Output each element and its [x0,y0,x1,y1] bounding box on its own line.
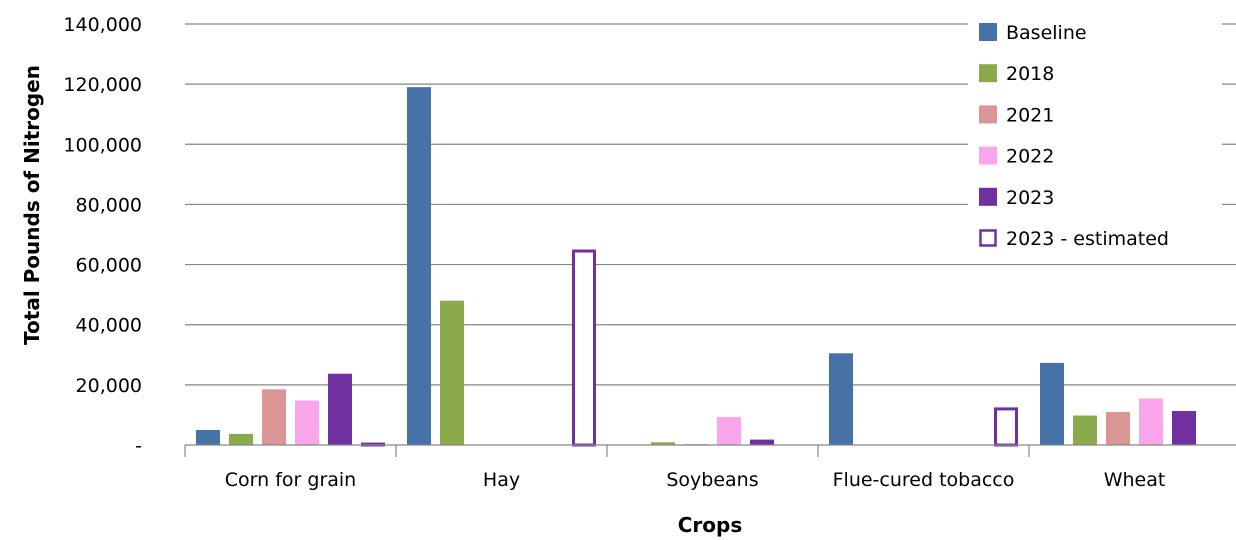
legend-label-2021: 2021 [1006,104,1054,126]
y-tick-label-1: 20,000 [76,375,142,397]
legend-swatch-baseline [979,23,997,41]
axes [184,444,1236,457]
bars [196,87,1196,447]
bar-2023-corn-for-grain [328,373,352,445]
legend-swatch-2022 [979,146,997,165]
bar-baseline-corn-for-grain [196,429,220,445]
bar-2023-wheat [1172,411,1196,445]
legend: Baseline 2018 2021 2022 2023 2023 - estimated [979,22,1169,250]
legend-label-baseline: Baseline [1006,22,1087,44]
x-axis-title: Crops [678,513,743,537]
bar-2023-soybeans [750,439,774,445]
gridlines [185,23,1236,386]
y-tick-label-6: 120,000 [63,74,142,96]
y-tick-label-7: 140,000 [63,14,142,36]
x-tick-label-hay: Hay [483,469,520,491]
legend-background [968,10,1222,262]
bar-2018-soybeans [651,442,675,445]
bar-2022-wheat [1139,398,1163,445]
legend-swatch-2021 [979,105,997,124]
y-tick-label-3: 60,000 [76,255,142,277]
bar-2018-hay [440,300,464,445]
x-tick-label-soybeans: Soybeans [666,469,758,491]
bar-baseline-wheat [1040,362,1064,445]
legend-swatch-2023-estimated [979,229,997,247]
x-tick-label-corn-for-grain: Corn for grain [225,469,356,491]
bar-2022-soybeans [717,417,741,445]
bar-2023-estimated-hay [572,249,596,447]
y-axis-title: Total Pounds of Nitrogen [20,65,44,345]
y-tick-labels: - 20,000 40,000 60,000 80,000 100,000 120,000 1… [63,14,142,457]
bar-2021-wheat [1106,411,1130,445]
legend-label-2023-estimated: 2023 - estimated [1006,228,1169,250]
bar-baseline-flue-cured-tobacco [829,353,853,445]
legend-swatch-2023 [979,187,997,206]
x-tick-labels: Corn for grain Hay Soybeans Flue-cured toba… [225,469,1166,491]
y-tick-label-0: - [135,435,142,457]
x-tick-label-wheat: Wheat [1104,469,1166,491]
y-tick-label-5: 100,000 [63,134,142,156]
x-tick-label-flue-cured-tobacco: Flue-cured tobacco [833,469,1015,491]
bar-2022-corn-for-grain [295,400,319,445]
bar-baseline-hay [407,87,431,446]
bar-2018-corn-for-grain [229,433,253,445]
y-tick-label-4: 80,000 [76,194,142,216]
bar-2021-corn-for-grain [262,389,286,445]
legend-label-2022: 2022 [1006,146,1054,168]
legend-swatch-2018 [979,64,997,83]
y-tick-label-2: 40,000 [76,315,142,337]
bar-2023-estimated-flue-cured-tobacco [994,407,1018,447]
legend-label-2023: 2023 [1006,187,1054,209]
bar-2018-wheat [1073,415,1097,445]
legend-label-2018: 2018 [1006,63,1054,85]
